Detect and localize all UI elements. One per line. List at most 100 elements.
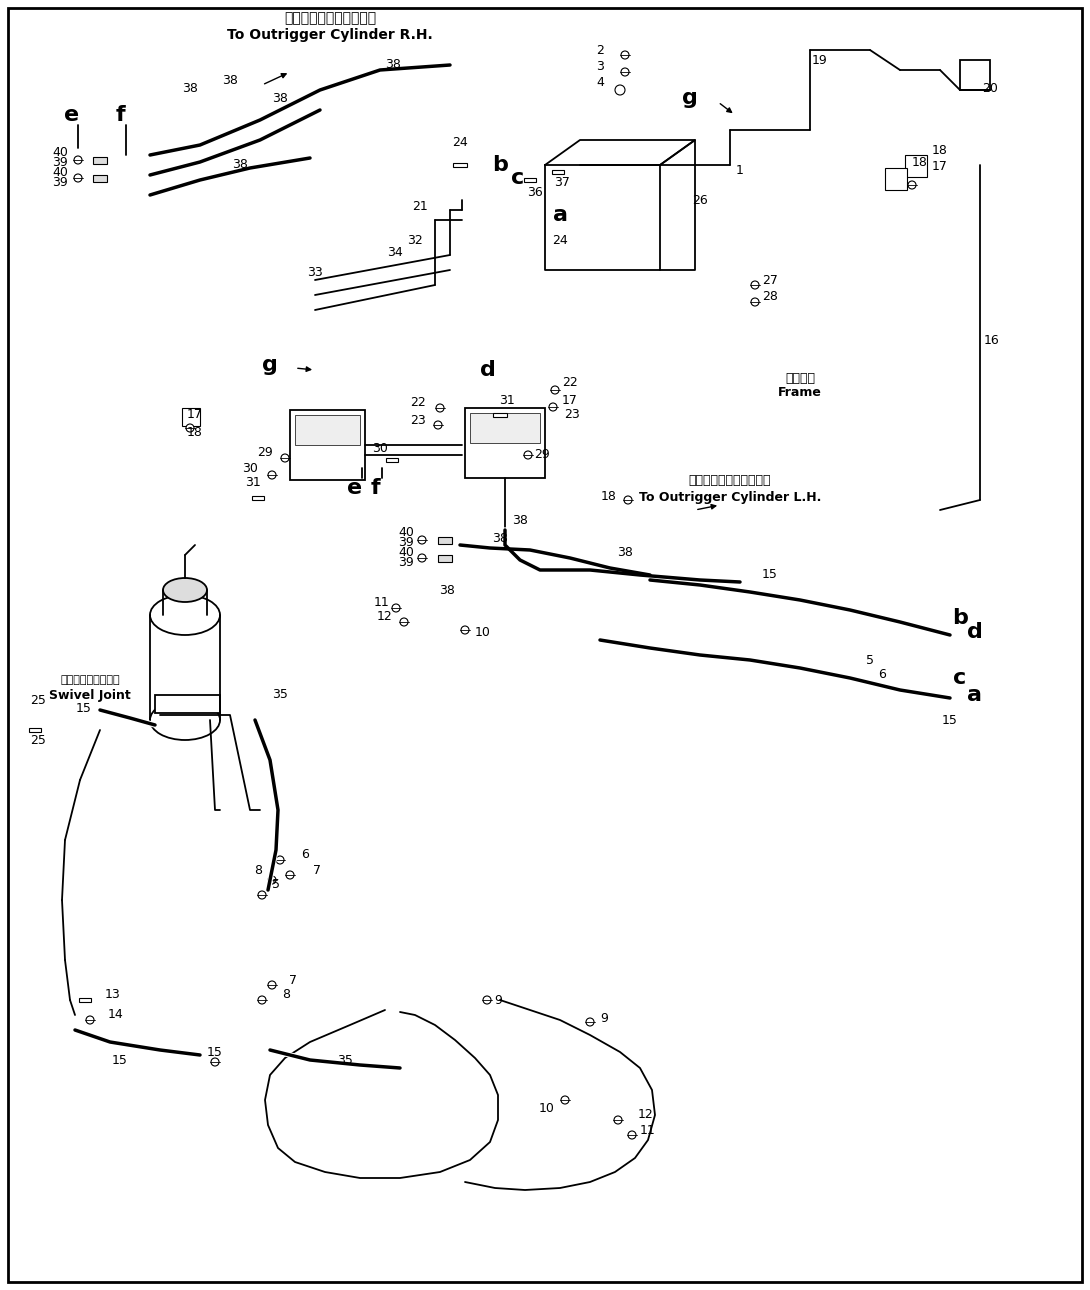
Text: 33: 33 [307, 267, 323, 280]
Text: 9: 9 [600, 1011, 608, 1024]
Text: 6: 6 [879, 668, 886, 681]
Text: 18: 18 [932, 143, 948, 156]
Circle shape [258, 996, 266, 1004]
Text: 11: 11 [374, 596, 390, 609]
Text: 38: 38 [617, 546, 633, 559]
Circle shape [751, 298, 759, 306]
Circle shape [621, 52, 629, 59]
Bar [905, 155, 926, 177]
Text: 21: 21 [412, 200, 428, 214]
Text: 17: 17 [187, 409, 203, 422]
Text: 37: 37 [554, 175, 570, 188]
Text: To Outrigger Cylinder R.H.: To Outrigger Cylinder R.H. [227, 28, 433, 43]
Text: 36: 36 [528, 186, 543, 199]
Text: 19: 19 [812, 53, 828, 67]
Bar [252, 495, 264, 501]
Circle shape [74, 156, 82, 164]
Ellipse shape [164, 578, 207, 602]
Text: 38: 38 [492, 531, 508, 544]
Text: 38: 38 [232, 159, 247, 172]
Circle shape [268, 980, 276, 989]
Bar [155, 695, 220, 713]
Circle shape [552, 386, 559, 393]
Text: 5: 5 [272, 878, 280, 891]
Text: 7: 7 [289, 974, 296, 987]
Circle shape [615, 85, 625, 95]
Bar [29, 728, 41, 731]
Text: 35: 35 [272, 689, 288, 702]
Text: 39: 39 [398, 556, 414, 569]
Text: 40: 40 [52, 146, 68, 159]
Bar [453, 163, 467, 166]
Text: 39: 39 [52, 175, 68, 188]
Text: 12: 12 [638, 1108, 654, 1121]
Text: 17: 17 [932, 160, 948, 173]
Bar [438, 555, 452, 562]
Text: 4: 4 [596, 76, 604, 89]
Text: 12: 12 [377, 610, 392, 623]
Circle shape [908, 181, 916, 190]
Circle shape [434, 421, 443, 430]
Text: f: f [371, 479, 379, 498]
Bar [78, 998, 90, 1002]
Text: 14: 14 [108, 1009, 124, 1022]
Text: a: a [553, 205, 568, 224]
Bar [295, 415, 360, 445]
Circle shape [628, 1131, 635, 1139]
Text: Swivel Joint: Swivel Joint [49, 689, 131, 702]
Bar [182, 408, 199, 426]
Text: e: e [64, 104, 80, 125]
Text: 25: 25 [31, 734, 46, 747]
Text: 15: 15 [942, 713, 958, 726]
Text: 27: 27 [762, 273, 778, 286]
Text: 26: 26 [692, 194, 707, 206]
Bar [960, 61, 990, 90]
Circle shape [281, 454, 289, 462]
Text: 11: 11 [640, 1124, 656, 1136]
Text: b: b [952, 608, 968, 628]
Text: 15: 15 [112, 1054, 128, 1067]
Circle shape [417, 537, 426, 544]
Circle shape [751, 281, 759, 289]
Text: Frame: Frame [778, 386, 822, 399]
Text: 30: 30 [372, 441, 388, 454]
Bar [386, 458, 398, 462]
Circle shape [258, 891, 266, 899]
Text: 5: 5 [865, 654, 874, 667]
Text: 1: 1 [736, 164, 744, 177]
Text: 40: 40 [398, 526, 414, 539]
Bar [438, 537, 452, 544]
Circle shape [623, 495, 632, 504]
Circle shape [74, 174, 82, 182]
Text: 38: 38 [272, 92, 288, 104]
Text: g: g [262, 355, 278, 375]
Circle shape [524, 451, 532, 459]
Text: 13: 13 [105, 988, 121, 1001]
Bar [885, 168, 907, 190]
Ellipse shape [150, 700, 220, 740]
Text: 25: 25 [31, 694, 46, 707]
Text: 8: 8 [282, 988, 290, 1001]
Text: 9: 9 [494, 993, 501, 1006]
Ellipse shape [150, 595, 220, 635]
Text: 16: 16 [984, 334, 1000, 347]
Circle shape [621, 68, 629, 76]
Circle shape [276, 857, 284, 864]
Text: 28: 28 [762, 290, 778, 303]
Text: スイベルジョイント: スイベルジョイント [60, 675, 120, 685]
Circle shape [211, 1058, 219, 1066]
Text: 18: 18 [601, 490, 617, 503]
Text: 10: 10 [475, 626, 490, 639]
Text: 24: 24 [452, 137, 468, 150]
Text: d: d [480, 360, 496, 381]
Text: 38: 38 [222, 74, 238, 86]
Text: 30: 30 [242, 462, 258, 475]
Text: 38: 38 [439, 583, 455, 596]
Circle shape [417, 553, 426, 562]
Text: 38: 38 [512, 513, 528, 526]
Text: 17: 17 [562, 393, 578, 406]
Circle shape [186, 424, 194, 432]
Text: To Outrigger Cylinder L.H.: To Outrigger Cylinder L.H. [639, 490, 821, 503]
Text: 22: 22 [562, 377, 578, 390]
Bar [93, 175, 107, 182]
